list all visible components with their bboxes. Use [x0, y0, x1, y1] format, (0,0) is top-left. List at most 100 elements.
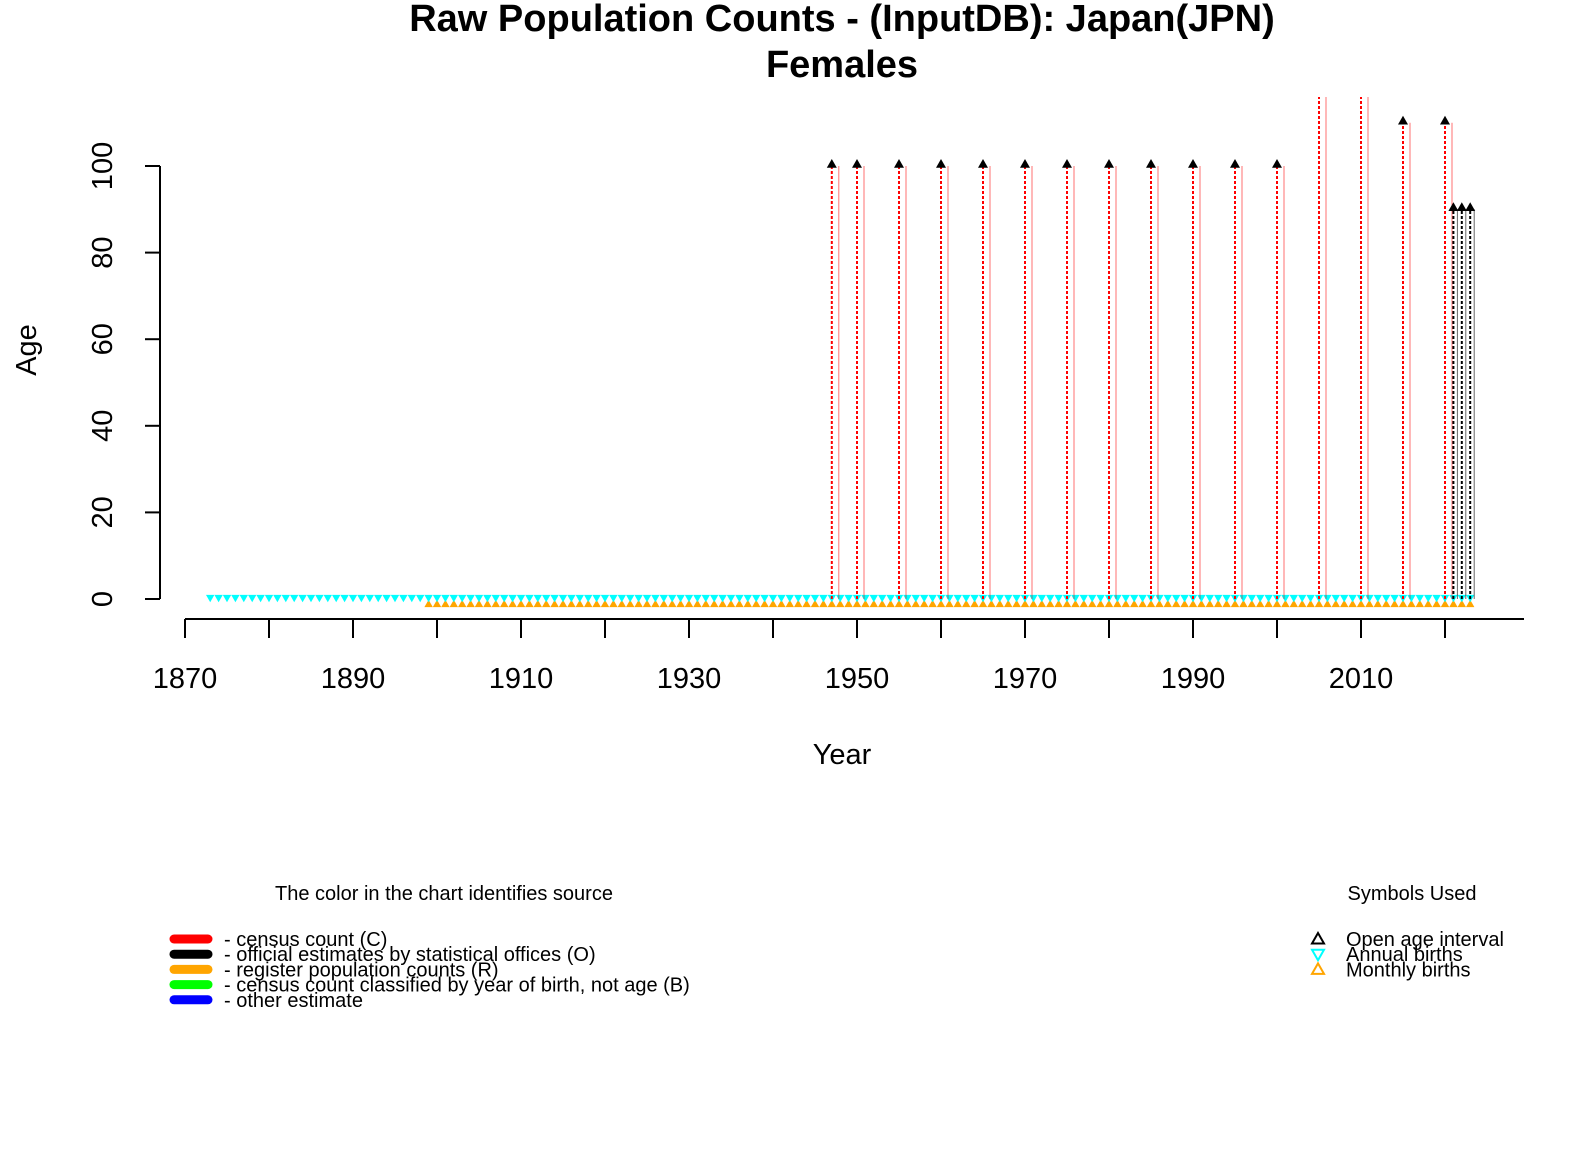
- annual-birth-point: [1289, 594, 1298, 603]
- annual-birth-point: [1214, 594, 1223, 603]
- annual-birth-point: [458, 594, 467, 603]
- monthly-birth-point: [1121, 599, 1130, 608]
- annual-birth-point: [911, 594, 920, 603]
- monthly-birth-point: [1079, 599, 1088, 608]
- monthly-birth-point: [1356, 599, 1366, 608]
- annual-birth-point: [1054, 594, 1063, 603]
- monthly-birth-point: [626, 599, 635, 608]
- annual-birth-point: [836, 594, 845, 603]
- monthly-birth-point: [449, 599, 458, 608]
- annual-birth-point: [668, 594, 677, 603]
- monthly-birth-point: [1314, 599, 1324, 608]
- monthly-birth-point: [1323, 599, 1332, 608]
- monthly-birth-point: [1214, 599, 1223, 608]
- annual-birth-point: [1415, 594, 1424, 603]
- monthly-birth-point: [1340, 599, 1349, 608]
- annual-birth-point: [878, 594, 887, 603]
- monthly-birth-point: [760, 599, 769, 608]
- annual-birth-point: [1071, 594, 1080, 603]
- y-tick-label: 40: [87, 410, 119, 442]
- annual-birth-point: [508, 594, 517, 603]
- annual-birth-point: [248, 594, 257, 603]
- monthly-birth-point: [978, 599, 988, 608]
- annual-birth-point: [1088, 594, 1097, 603]
- annual-birth-point: [264, 594, 274, 603]
- monthly-birth-point: [684, 599, 694, 608]
- monthly-birth-point: [441, 599, 450, 608]
- monthly-birth-point: [718, 599, 727, 608]
- annual-birth-point: [1256, 594, 1265, 603]
- monthly-birth-point: [1054, 599, 1063, 608]
- annual-birth-point: [474, 594, 484, 603]
- annual-birth-point: [701, 594, 710, 603]
- annual-birth-point: [584, 594, 593, 603]
- monthly-birth-point: [1096, 599, 1105, 608]
- annual-birth-point: [491, 594, 500, 603]
- symbol-legend-label: Monthly births: [1346, 959, 1471, 981]
- monthly-birth-point: [936, 599, 946, 608]
- monthly-birth-point: [1163, 599, 1172, 608]
- monthly-birth-point: [827, 599, 836, 608]
- annual-birth-point: [642, 594, 652, 603]
- monthly-birth-point: [659, 599, 668, 608]
- monthly-birth-point: [600, 599, 610, 608]
- monthly-birth-point: [1020, 599, 1030, 608]
- monthly-birth-point: [1071, 599, 1080, 608]
- monthly-birth-point: [1088, 599, 1097, 608]
- annual-birth-point: [374, 594, 383, 603]
- monthly-birth-point: [743, 599, 752, 608]
- monthly-birth-point: [1331, 599, 1340, 608]
- monthly-birth-point: [1155, 599, 1164, 608]
- monthly-birth-point: [1197, 599, 1206, 608]
- open-age-interval-point: [1272, 159, 1282, 168]
- annual-birth-point: [365, 594, 374, 603]
- annual-birth-point: [794, 594, 803, 603]
- annual-birth-point: [1113, 594, 1122, 603]
- source-legend-label: - other estimate: [224, 990, 363, 1012]
- annual-birth-point: [222, 594, 232, 603]
- annual-birth-point: [710, 594, 719, 603]
- annual-birth-point: [819, 594, 828, 603]
- monthly-birth-point: [500, 599, 509, 608]
- x-tick-label: 1870: [153, 663, 218, 695]
- monthly-birth-point: [483, 599, 492, 608]
- monthly-birth-point: [1440, 599, 1450, 608]
- annual-birth-point: [1037, 594, 1046, 603]
- annual-birth-point: [1323, 594, 1332, 603]
- monthly-birth-point: [1230, 599, 1240, 608]
- annual-birth-point: [239, 594, 248, 603]
- annual-birth-point: [466, 594, 475, 603]
- annual-birth-point: [1247, 594, 1256, 603]
- monthly-birth-point: [466, 599, 475, 608]
- annual-birth-point: [407, 594, 416, 603]
- monthly-birth-point: [432, 599, 442, 608]
- annual-birth-point: [1029, 594, 1038, 603]
- monthly-birth-point: [1130, 599, 1139, 608]
- monthly-birth-point: [1306, 599, 1315, 608]
- monthly-birth-point: [1205, 599, 1214, 608]
- y-tick-label: 60: [87, 323, 119, 355]
- annual-birth-point: [928, 594, 937, 603]
- annual-birth-point: [684, 594, 694, 603]
- annual-birth-point: [1121, 594, 1130, 603]
- monthly-birth-point: [735, 599, 744, 608]
- monthly-birth-point: [1407, 599, 1416, 608]
- monthly-birth-point: [819, 599, 828, 608]
- annual-birth-point: [945, 594, 954, 603]
- open-age-interval-point: [852, 159, 862, 168]
- open-age-interval-point: [1188, 159, 1198, 168]
- annual-birth-point: [558, 594, 568, 603]
- annual-birth-point: [1046, 594, 1055, 603]
- annual-birth-point: [332, 594, 341, 603]
- annual-birth-point: [315, 594, 324, 603]
- monthly-birth-point: [491, 599, 500, 608]
- monthly-birth-point: [726, 599, 736, 608]
- source-legend-label: - official estimates by statistical offi…: [224, 944, 596, 966]
- annual-birth-point: [1079, 594, 1088, 603]
- monthly-birth-point: [1104, 599, 1114, 608]
- source-legend-title: The color in the chart identifies source: [275, 883, 613, 905]
- symbol-legend-marker: [1310, 930, 1326, 945]
- x-tick-label: 1930: [657, 663, 722, 695]
